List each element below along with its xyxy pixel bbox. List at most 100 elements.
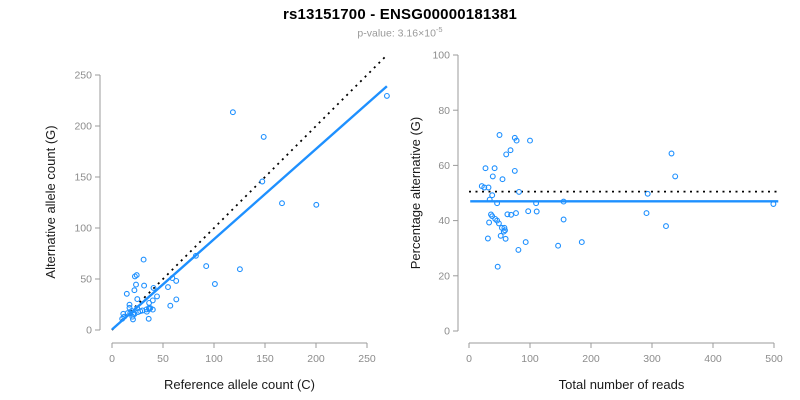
data-point [121,313,128,320]
data-point [494,263,501,270]
data-point [149,306,156,313]
data-point [643,210,650,217]
data-point [503,151,510,158]
data-point [383,92,390,99]
data-point [259,178,266,185]
data-point [260,133,267,140]
y-tick-label: 0 [86,325,92,337]
data-point [511,167,518,174]
y-tick-label: 100 [74,223,92,235]
identity-reference-line [111,54,388,331]
data-point [485,184,492,191]
data-point [500,228,507,235]
data-point [123,290,130,297]
data-point [486,219,493,226]
y-tick-label: 0 [444,326,450,338]
data-point [533,208,540,215]
data-point [131,287,138,294]
y-tick-label: 150 [74,172,92,184]
marks-left [111,54,390,331]
marks-right [469,132,779,270]
data-point [143,308,150,315]
data-point [497,232,504,239]
data-point [486,196,493,203]
y-tick-label: 20 [438,270,450,282]
data-point [513,210,519,217]
axes-right: 0 20 40 60 80 100 0 100 200 300 400 500 [432,50,782,365]
data-point [489,173,496,180]
data-point [140,256,147,263]
data-point [770,201,777,207]
data-point [527,137,533,144]
data-point [533,200,540,207]
data-point [578,239,585,246]
data-point [644,190,651,197]
data-point [481,184,488,191]
plot-subtitle: p-value: 3.16×10-5 [0,25,800,40]
y-axis-title-right: Percentage alternative (G) [408,117,423,269]
data-point [165,284,171,291]
percentage-scatter-panel: 0 20 40 60 80 100 0 100 200 300 400 500 Total numbe… [408,50,783,392]
x-tick-label: 200 [307,353,325,365]
data-point [491,165,498,172]
y-tick-label: 40 [438,215,450,227]
data-point [504,211,511,218]
data-point [169,275,176,282]
data-point [150,284,157,291]
pvalue-exponent: -5 [435,25,443,34]
data-point [501,224,508,231]
data-point [672,173,679,180]
data-point [555,242,562,249]
data-point [134,305,141,312]
x-axis-title-left: Reference allele count (C) [164,377,315,392]
data-point [482,165,489,172]
data-point [499,176,506,183]
data-point [502,235,509,242]
data-point [502,227,508,234]
data-point [484,235,491,242]
x-tick-label: 400 [704,353,722,365]
x-tick-label: 300 [643,353,661,365]
y-tick-label: 80 [438,105,450,117]
data-point [516,188,522,195]
y-tick-label: 50 [80,274,92,286]
data-point [560,216,567,223]
data-point [173,296,180,303]
x-axis-title-right: Total number of reads [559,377,685,392]
data-point [133,272,140,279]
data-point [515,246,522,253]
x-tick-label: 500 [765,353,783,365]
data-point [236,266,243,273]
x-tick-label: 0 [466,353,472,365]
data-point [495,220,502,227]
data-point [130,316,136,323]
data-point [149,297,156,304]
data-point [494,200,501,207]
data-point [560,198,567,205]
data-point [173,277,180,284]
data-point [513,137,520,144]
pvalue-base: 3.16×10 [397,27,436,40]
data-point [129,313,136,320]
data-point [507,147,514,154]
y-tick-label: 200 [74,121,92,133]
x-tick-label: 150 [256,353,274,365]
x-tick-label: 0 [109,353,115,365]
y-axis-title-left: Alternative allele count (G) [43,125,58,278]
data-point [145,315,152,322]
data-point [154,293,160,300]
data-point [508,211,515,218]
axes-left: 0 50 100 150 200 250 0 50 100 150 200 250 [74,70,375,365]
data-point [496,132,503,138]
data-point [211,281,218,287]
pvalue-label: p-value: [357,27,398,40]
data-point [279,200,285,207]
y-tick-label: 100 [432,50,450,62]
data-point [192,252,199,259]
y-tick-label: 250 [74,70,92,82]
data-point [489,192,496,199]
data-point [525,208,532,215]
x-tick-label: 250 [358,353,376,365]
data-point [313,201,320,208]
